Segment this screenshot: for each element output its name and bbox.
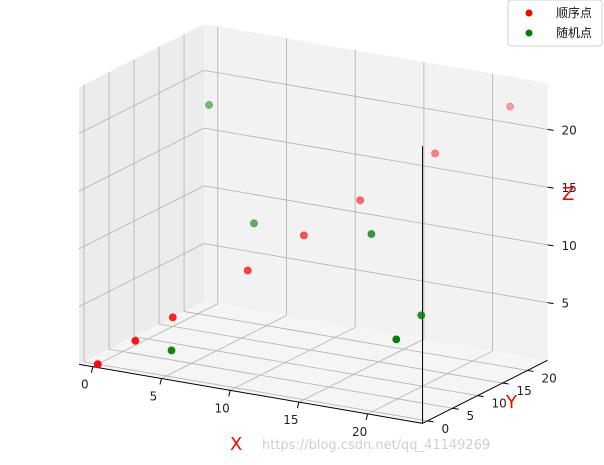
x-gridline-floor bbox=[92, 303, 218, 368]
y-tick bbox=[527, 369, 534, 372]
z-gridline-left bbox=[78, 127, 205, 192]
z-axis-label: Z bbox=[562, 184, 574, 205]
legend-label-sequential: 顺序点 bbox=[556, 5, 592, 20]
sequential-point bbox=[506, 102, 514, 111]
x-tick bbox=[90, 366, 94, 373]
sequential-point bbox=[243, 266, 252, 275]
legend: 顺序点 随机点 bbox=[507, 0, 603, 47]
z-gridline-left bbox=[78, 243, 205, 307]
sequential-point bbox=[131, 336, 140, 345]
z-gridline-left bbox=[78, 70, 205, 134]
x-gridline-floor bbox=[367, 350, 493, 415]
z-tick-label: 15 bbox=[562, 181, 577, 195]
x-tick bbox=[365, 413, 369, 421]
pane-layer bbox=[79, 24, 548, 424]
y-gridline-floor bbox=[133, 336, 478, 397]
x-tick bbox=[159, 378, 162, 385]
back-pane bbox=[204, 24, 548, 361]
y-tick bbox=[502, 382, 509, 385]
point-layer bbox=[93, 101, 514, 369]
z-tick bbox=[547, 128, 554, 131]
left-pane bbox=[79, 24, 205, 365]
sequential-point bbox=[356, 196, 365, 205]
x-tick bbox=[296, 401, 300, 409]
z-tick bbox=[547, 244, 554, 247]
gridline-layer bbox=[78, 26, 548, 422]
floor-pane bbox=[79, 301, 548, 424]
y-tick-label: 10 bbox=[492, 397, 507, 411]
y-gridline-floor bbox=[108, 348, 453, 409]
z-gridline-back bbox=[203, 127, 548, 188]
x-tick-label: 20 bbox=[352, 425, 367, 439]
random-point bbox=[417, 311, 426, 320]
sequential-point bbox=[93, 360, 102, 369]
x-gridline-floor bbox=[298, 338, 425, 403]
y-tick-label: 0 bbox=[442, 422, 450, 436]
x-tick bbox=[228, 390, 231, 397]
y-axis-label: Y bbox=[505, 392, 518, 413]
z-tick-label: 20 bbox=[562, 123, 577, 137]
legend-marker-random bbox=[525, 29, 533, 37]
x-gridline-floor bbox=[230, 326, 356, 391]
y-tick-label: 5 bbox=[467, 409, 475, 423]
z-gridline-back bbox=[203, 185, 548, 246]
y-axis-line bbox=[422, 359, 548, 424]
z-tick bbox=[547, 302, 554, 305]
watermark: https://blog.csdn.net/qq_41149269 bbox=[262, 438, 490, 453]
axis-layer bbox=[78, 146, 548, 424]
z-gridline-left bbox=[78, 185, 205, 250]
y-gridline-floor bbox=[183, 311, 528, 371]
x-tick-label: 0 bbox=[81, 378, 89, 392]
random-point bbox=[392, 335, 401, 344]
x-axis-line bbox=[78, 363, 423, 424]
y-gridline-floor bbox=[158, 323, 503, 384]
sequential-point bbox=[299, 231, 308, 240]
x-tick-label: 15 bbox=[283, 413, 298, 427]
random-point bbox=[167, 346, 176, 355]
sequential-point bbox=[431, 149, 439, 158]
legend-marker-sequential bbox=[525, 9, 533, 17]
random-point bbox=[250, 219, 258, 228]
z-tick-label: 5 bbox=[562, 297, 570, 311]
x-gridline-floor bbox=[161, 315, 287, 379]
y-gridline-floor bbox=[83, 361, 428, 422]
x-tick-label: 10 bbox=[215, 401, 230, 415]
y-tick-label: 20 bbox=[542, 371, 557, 385]
z-gridline-back bbox=[203, 69, 548, 130]
y-tick bbox=[452, 407, 459, 410]
z-tick bbox=[547, 186, 554, 189]
tick-layer: 0 5 10 15 20 0 5 10 15 20 5 10 15 20 bbox=[81, 123, 577, 439]
y-tick bbox=[477, 395, 484, 398]
random-point bbox=[367, 230, 376, 238]
z-tick-label: 10 bbox=[562, 239, 577, 253]
z-gridline-back bbox=[203, 243, 548, 304]
random-point bbox=[205, 101, 213, 109]
sequential-point bbox=[168, 313, 177, 322]
y-tick bbox=[427, 420, 434, 423]
x-axis-label: X bbox=[230, 434, 242, 455]
y-tick-label: 15 bbox=[517, 384, 532, 398]
x-tick-label: 5 bbox=[150, 390, 158, 404]
legend-label-random: 随机点 bbox=[556, 25, 592, 40]
